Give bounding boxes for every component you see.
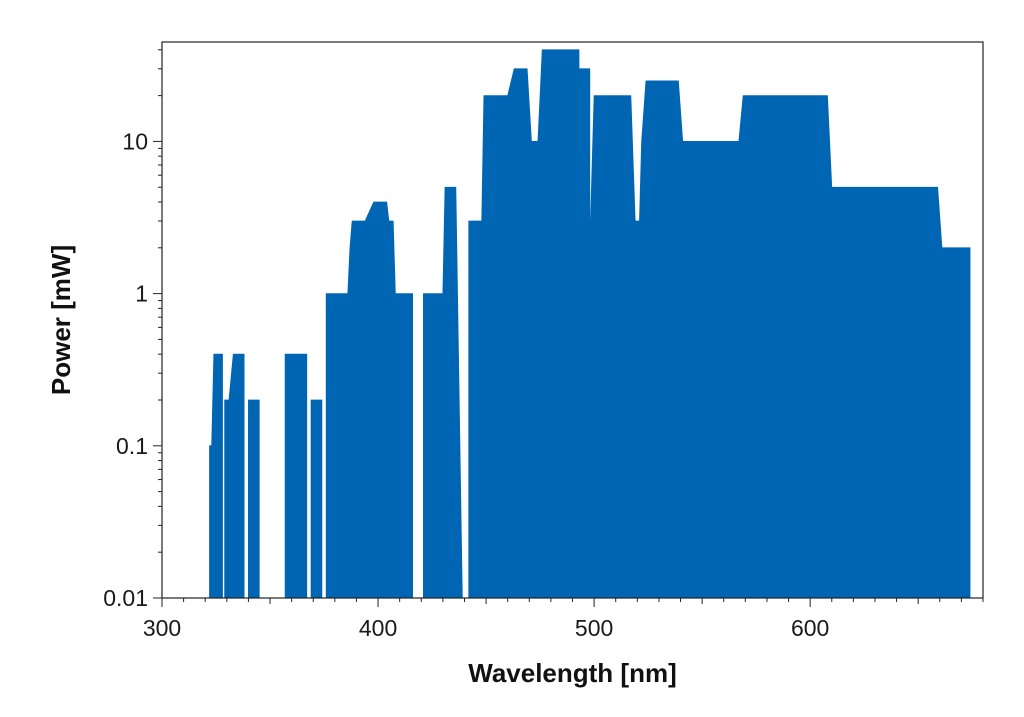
y-tick-label: 10 [122, 128, 148, 154]
y-axis: 0.01 0.1 1 10 [103, 49, 162, 611]
y-tick-label: 0.01 [103, 585, 148, 611]
x-axis-title: Wavelength [nm] [468, 658, 676, 688]
area-segment [325, 201, 414, 599]
x-tick-label: 500 [575, 615, 613, 641]
area-segment [468, 49, 971, 599]
x-tick-label: 300 [143, 615, 181, 641]
area-segment [248, 399, 260, 599]
y-tick-label: 0.1 [116, 433, 148, 459]
x-tick-label: 400 [359, 615, 397, 641]
area-segment [310, 399, 323, 599]
plot-area [209, 49, 971, 599]
area-segment [423, 186, 463, 599]
area-segment [224, 353, 245, 599]
x-axis: 300 400 500 600 [143, 598, 984, 641]
y-tick-label: 1 [135, 281, 148, 307]
x-tick-label: 600 [791, 615, 829, 641]
area-segment [209, 353, 223, 599]
area-segment [284, 353, 308, 599]
y-axis-title: Power [mW] [46, 245, 76, 395]
